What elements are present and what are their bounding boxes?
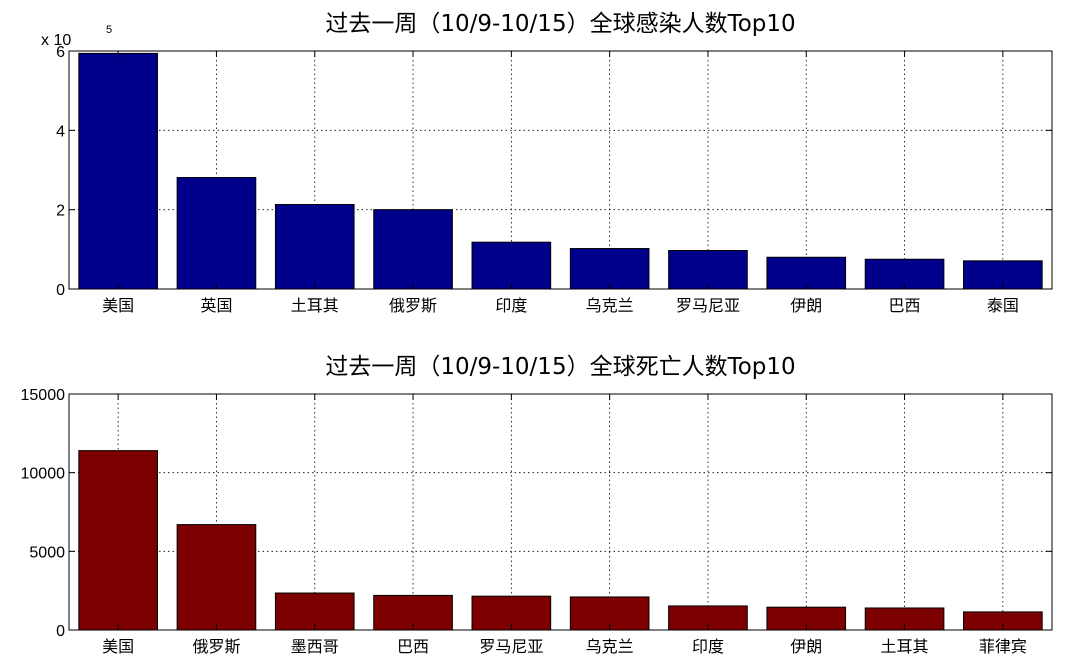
x-category-label: 巴西 — [889, 296, 921, 315]
x-category-label: 俄罗斯 — [192, 637, 240, 656]
x-category-label: 伊朗 — [790, 637, 822, 656]
y-tick-label: 0 — [56, 623, 65, 640]
bar-5 — [471, 241, 552, 290]
axes-frame — [68, 50, 1053, 290]
bar-3 — [274, 592, 355, 631]
bar-1 — [78, 52, 158, 290]
x-category-label: 乌克兰 — [586, 296, 634, 315]
y-tick-label: 15000 — [21, 387, 66, 404]
x-category-label: 菲律宾 — [979, 637, 1027, 656]
chart-title: 过去一周（10/9-10/15）全球死亡人数Top10 — [325, 354, 795, 380]
x-category-label: 乌克兰 — [586, 637, 634, 656]
x-category-label: 英国 — [200, 296, 232, 315]
infections-chart-panel: 0 2 4 6 美国 英国 土耳其 俄罗斯 印度 乌克兰 罗马尼亚 伊朗 巴西 泰国 过去一周（10/9-1… — [41, 11, 1053, 315]
x-category-label: 土耳其 — [881, 637, 929, 656]
x-category-label: 美国 — [102, 637, 134, 656]
x-category-label: 泰国 — [987, 296, 1019, 315]
y-tick-label: 2 — [56, 203, 65, 220]
bar-4 — [373, 209, 453, 290]
bar-2 — [176, 177, 257, 290]
y-axis-multiplier-exponent: 5 — [106, 24, 112, 36]
y-tick-label: 0 — [56, 282, 65, 299]
x-category-label: 伊朗 — [790, 296, 822, 315]
y-axis-multiplier: x 10 — [41, 32, 71, 49]
x-category-label: 俄罗斯 — [389, 296, 437, 315]
x-category-label: 土耳其 — [291, 296, 339, 315]
x-category-label: 墨西哥 — [291, 637, 339, 656]
y-tick-label: 6 — [56, 44, 65, 61]
bar-3 — [274, 204, 355, 290]
y-tick-label: 4 — [56, 123, 65, 140]
bar-7 — [668, 250, 748, 290]
bar-1 — [78, 450, 158, 631]
y-tick-label: 5000 — [29, 544, 65, 561]
x-category-label: 印度 — [692, 637, 724, 656]
axes-frame — [68, 393, 1053, 631]
bar-6 — [569, 248, 650, 290]
chart-title: 过去一周（10/9-10/15）全球感染人数Top10 — [325, 11, 795, 37]
x-category-label: 印度 — [495, 296, 527, 315]
x-category-label: 美国 — [102, 296, 134, 315]
y-tick-label: 10000 — [21, 466, 66, 483]
deaths-chart-panel: 0 5000 10000 15000 美国 俄罗斯 墨西哥 巴西 罗马尼亚 乌克兰 印度 伊朗 土耳其 菲… — [21, 354, 1053, 656]
x-category-label: 巴西 — [397, 637, 429, 656]
x-category-label: 罗马尼亚 — [479, 637, 543, 656]
bar-2 — [176, 524, 257, 631]
x-category-label: 罗马尼亚 — [676, 296, 740, 315]
